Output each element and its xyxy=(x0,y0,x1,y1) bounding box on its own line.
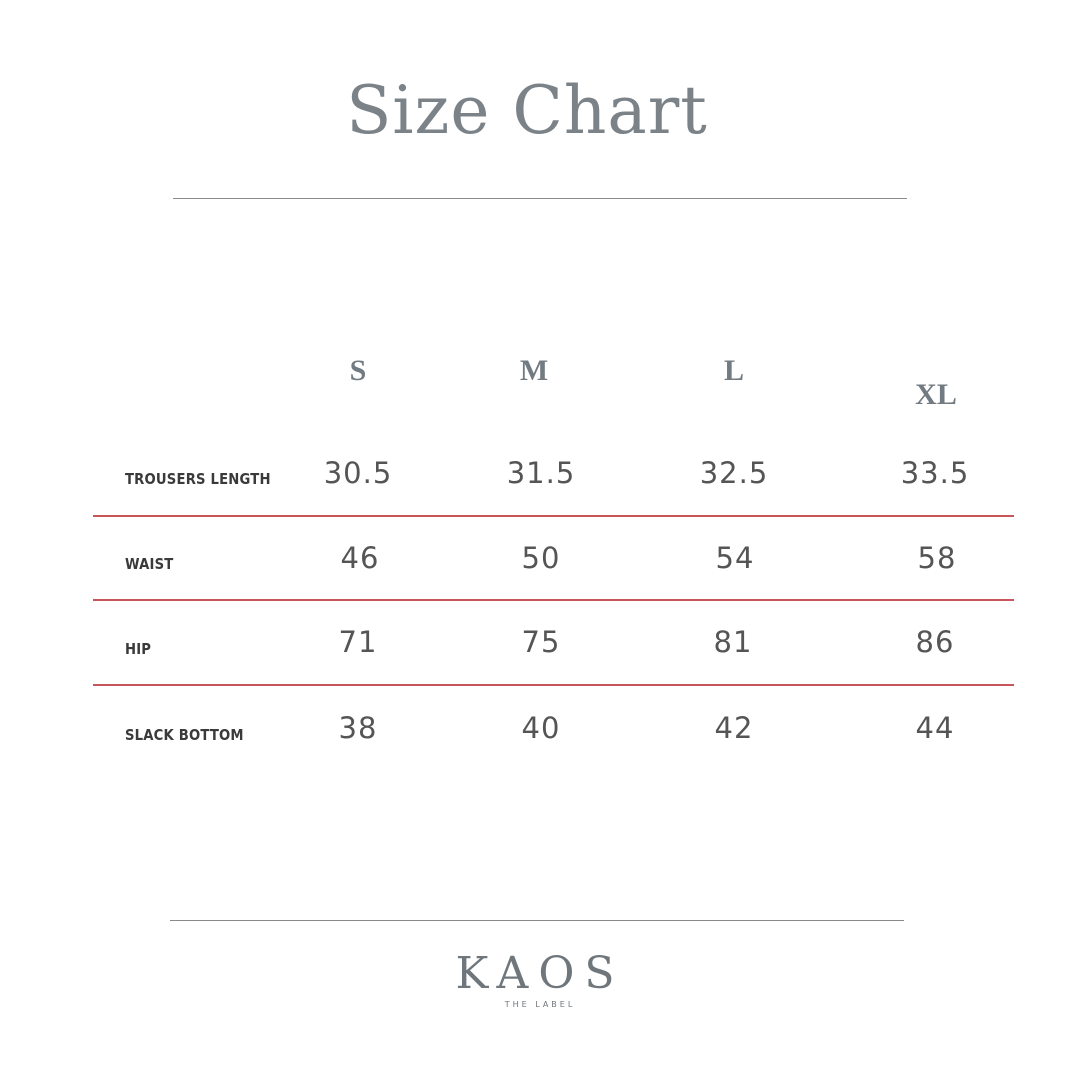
table-cell: 31.5 xyxy=(506,456,576,490)
bottom-divider xyxy=(170,920,904,921)
table-cell: 38 xyxy=(338,711,378,745)
table-cell: 75 xyxy=(521,625,561,659)
table-cell: 86 xyxy=(915,625,955,659)
logo-wordmark: KAOS xyxy=(455,948,625,999)
table-cell: 44 xyxy=(915,711,955,745)
table-cell: 46 xyxy=(340,541,380,575)
size-header-l: L xyxy=(723,354,744,387)
row-label-trousers-length: TROUSERS LENGTH xyxy=(125,470,271,488)
table-cell: 50 xyxy=(521,541,561,575)
row-divider xyxy=(93,684,1014,686)
table-cell: 30.5 xyxy=(323,456,393,490)
table-cell: 33.5 xyxy=(900,456,970,490)
table-cell: 54 xyxy=(715,541,755,575)
size-header-xl: XL xyxy=(915,378,957,411)
row-divider xyxy=(93,515,1014,517)
size-header-m: M xyxy=(519,354,549,387)
row-label-hip: HIP xyxy=(125,640,152,658)
table-cell: 58 xyxy=(917,541,957,575)
page-title: Size Chart xyxy=(346,72,708,149)
table-cell: 42 xyxy=(714,711,754,745)
row-label-slack-bottom: SLACK BOTTOM xyxy=(125,726,244,744)
top-divider xyxy=(173,198,907,199)
logo-tagline: THE LABEL xyxy=(504,1000,576,1009)
row-label-waist: WAIST xyxy=(125,555,174,573)
table-cell: 32.5 xyxy=(699,456,769,490)
size-header-s: S xyxy=(349,354,367,387)
brand-logo: KAOS THE LABEL xyxy=(440,948,640,1010)
table-cell: 71 xyxy=(338,625,378,659)
table-cell: 81 xyxy=(713,625,753,659)
row-divider xyxy=(93,599,1014,601)
table-cell: 40 xyxy=(521,711,561,745)
